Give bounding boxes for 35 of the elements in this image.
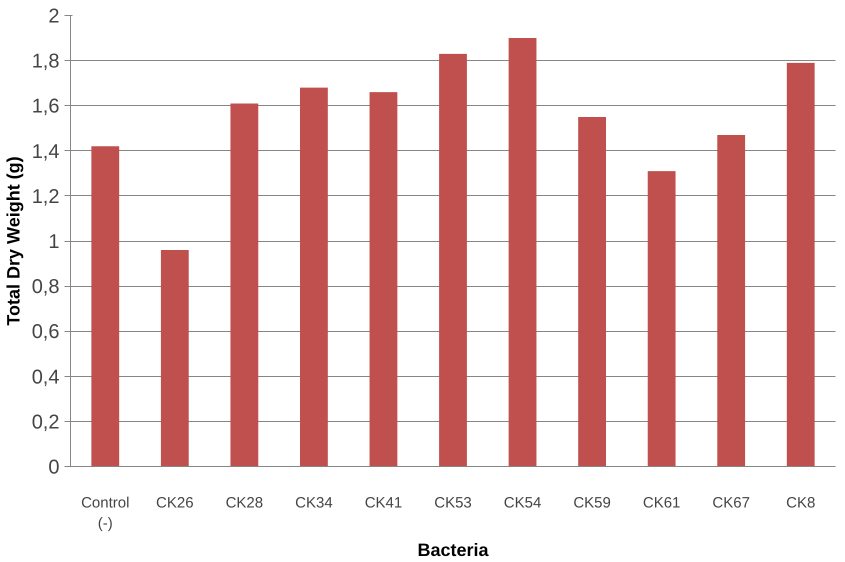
x-tick-label: CK67 — [712, 494, 750, 512]
bar — [648, 171, 676, 466]
y-tick-label: 0,2 — [32, 411, 60, 434]
x-tick-label: Control (-) — [81, 494, 130, 532]
bar — [230, 103, 258, 466]
bar — [370, 92, 398, 466]
y-axis-title: Total Dry Weight (g) — [4, 156, 24, 326]
bar — [578, 116, 606, 466]
y-tick-label: 2 — [48, 6, 60, 28]
x-tick-label: CK34 — [295, 494, 333, 512]
bar — [717, 135, 746, 466]
x-tick-label: CK8 — [786, 494, 816, 512]
x-tick-label: CK41 — [364, 494, 402, 512]
bar — [160, 250, 189, 466]
x-tick-label: CK26 — [156, 494, 194, 512]
x-tick-label: CK54 — [504, 494, 542, 512]
bar — [508, 38, 536, 466]
y-tick-label: 0 — [48, 456, 60, 478]
x-axis-title: Bacteria — [417, 540, 490, 560]
x-tick-label: CK61 — [642, 494, 680, 512]
y-tick-label: 1 — [48, 231, 60, 253]
x-tick-label: CK53 — [434, 494, 472, 512]
x-tick-label: CK28 — [226, 494, 264, 512]
y-tick-label: 1,8 — [32, 50, 60, 73]
bar — [300, 88, 328, 466]
x-tick-label: CK59 — [573, 494, 611, 512]
bar — [439, 54, 467, 466]
y-tick-label: 1,2 — [32, 186, 60, 208]
bar — [91, 146, 120, 466]
y-tick-label: 1,4 — [32, 140, 60, 163]
y-tick-label: 0,8 — [32, 276, 60, 298]
y-tick-label: 1,6 — [32, 96, 60, 118]
y-tick-label: 0,6 — [32, 321, 60, 344]
bar — [786, 62, 815, 466]
y-tick-label: 0,4 — [32, 366, 60, 388]
